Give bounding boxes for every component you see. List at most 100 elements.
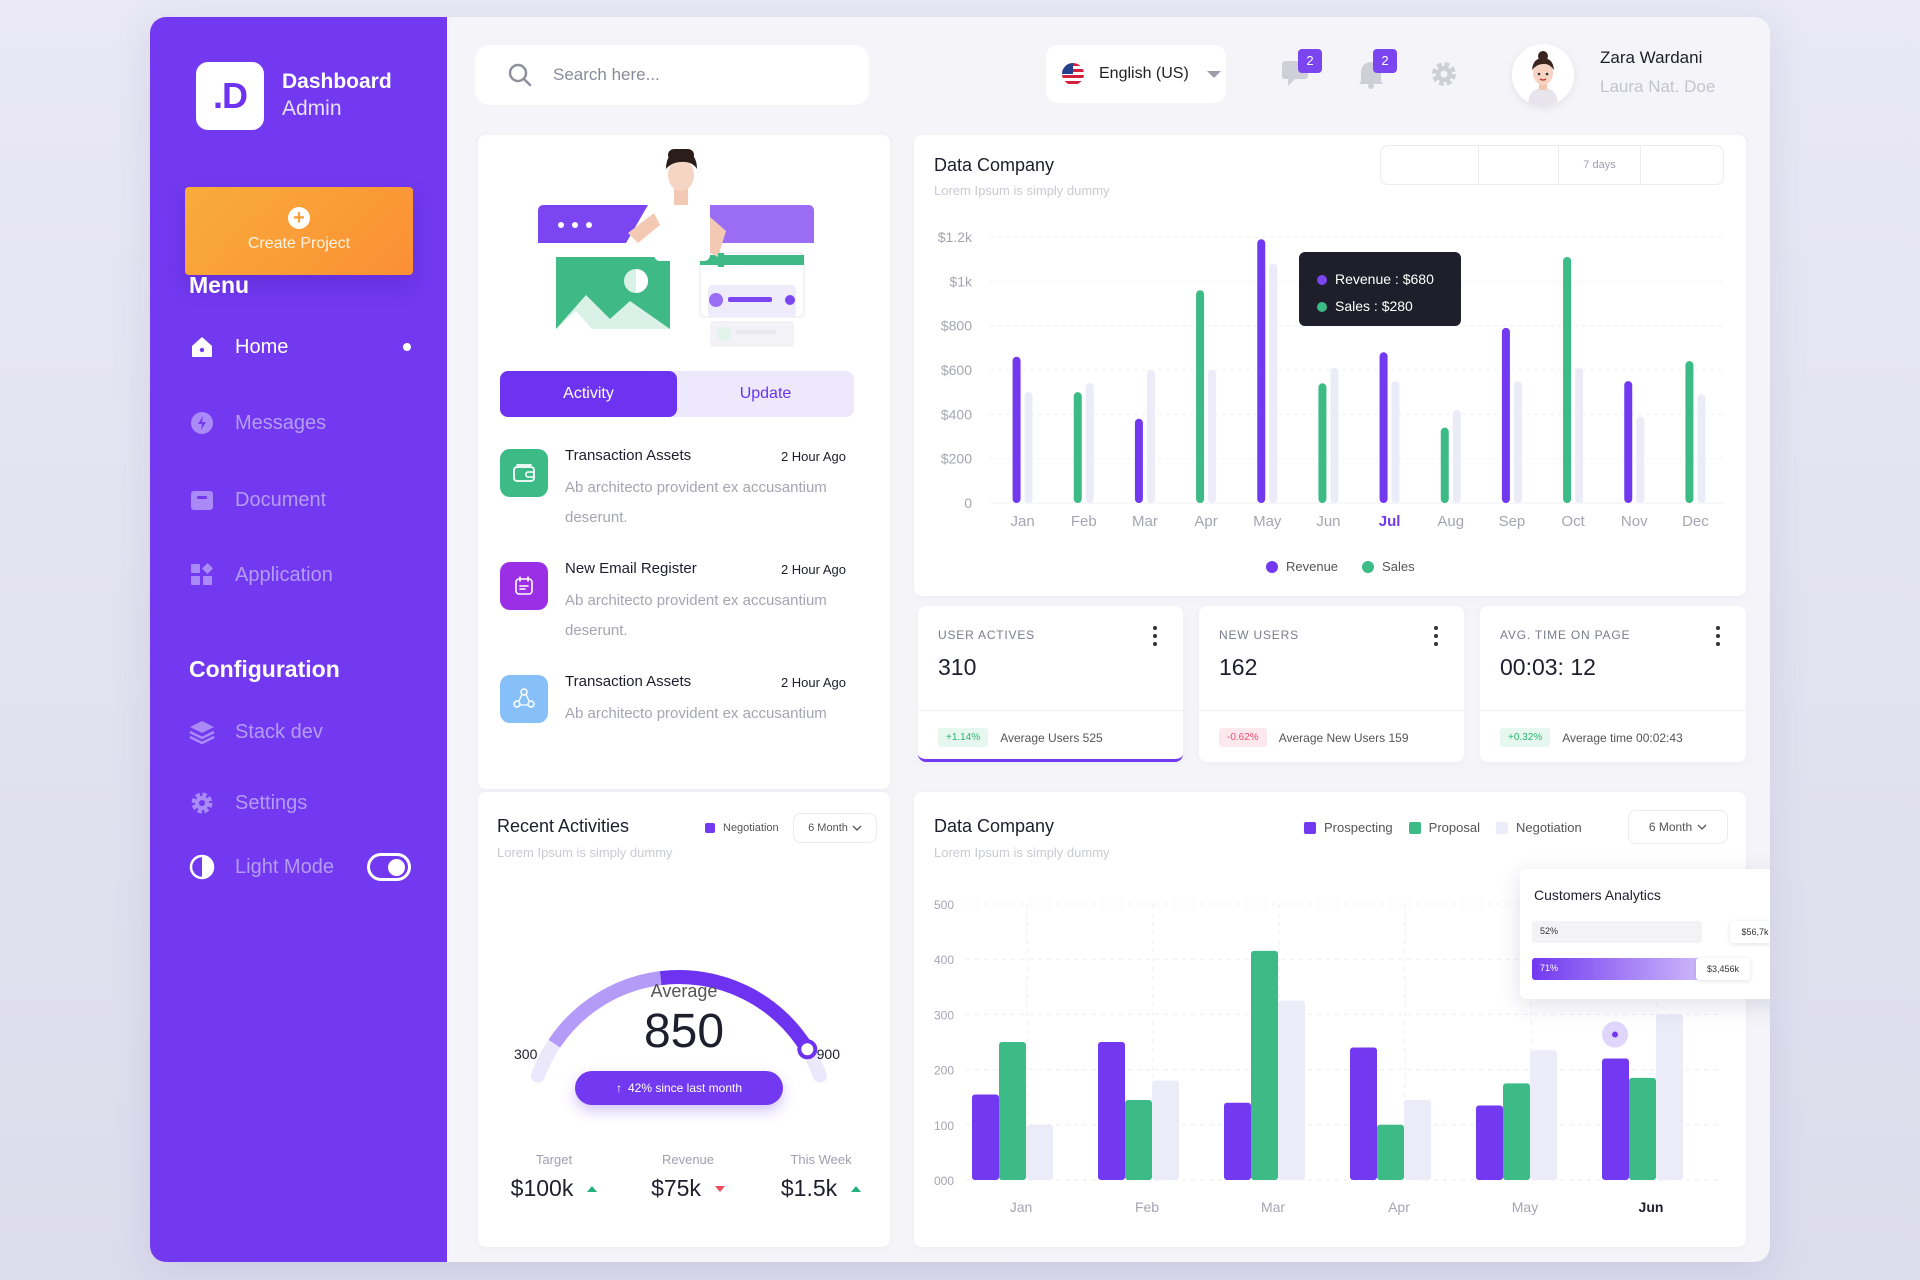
y-tick-label: $1.2k — [938, 229, 973, 245]
search-input[interactable]: Search here... — [553, 65, 660, 84]
progress-value: $3,456k — [1696, 958, 1750, 980]
y-tick-label: $800 — [941, 318, 972, 334]
bar-prospecting — [972, 1094, 999, 1180]
bar-background — [1575, 367, 1584, 503]
legend-label: Prospecting — [1324, 820, 1393, 835]
data-company-card-2: Data Company Lorem Ipsum is simply dummy… — [914, 792, 1746, 1247]
sidebar-item-light-mode: Light Mode — [189, 853, 411, 881]
trend-up-icon — [587, 1185, 598, 1192]
gauge-caption: Average — [650, 981, 718, 1001]
gauge-fill-light — [548, 971, 662, 1048]
list-item[interactable]: Transaction Assets 2 Hour Ago Ab archite… — [500, 673, 854, 755]
bar-negotiation — [1278, 1000, 1305, 1180]
language-select[interactable]: English (US) — [1046, 45, 1226, 103]
legend-negotiation: Negotiation — [705, 822, 779, 834]
chevron-down-icon — [1206, 70, 1221, 78]
trend-down-icon — [714, 1185, 725, 1192]
bar-proposal — [999, 1042, 1026, 1180]
range-option[interactable] — [1381, 146, 1479, 184]
sidebar-item-label: Messages — [235, 411, 327, 434]
sidebar-item-application[interactable]: Application — [189, 562, 411, 588]
more-options-icon[interactable] — [1434, 626, 1438, 650]
since-last-month-button[interactable]: ↑ 42% since last month — [575, 1071, 783, 1105]
home-icon — [189, 334, 215, 360]
x-tick-label: May — [1512, 1199, 1538, 1215]
kpi-label: Revenue — [661, 1152, 715, 1167]
kpi-value: $75k — [651, 1175, 701, 1201]
x-tick-label: Mar — [1261, 1199, 1285, 1215]
bar-prospecting — [1098, 1042, 1125, 1180]
messages-button[interactable]: 2 — [1280, 49, 1322, 89]
stat-footer: +0.32% Average time 00:02:43 — [1500, 728, 1683, 747]
bar-background — [1085, 383, 1094, 503]
gauge-value: 850 — [643, 1005, 725, 1058]
list-item[interactable]: Transaction Assets 2 Hour Ago Ab archite… — [500, 447, 854, 549]
tab-update[interactable]: Update — [739, 385, 792, 402]
sidebar-item-document[interactable]: Document — [189, 487, 411, 513]
sidebar-item-home[interactable]: Home — [189, 334, 411, 360]
dashboard-app: .D Dashboard Admin + Create Project Menu… — [150, 17, 1770, 1262]
kpi-revenue: Revenue $75k — [642, 1152, 734, 1202]
bar-proposal — [1503, 1083, 1530, 1180]
x-tick-label: Jan — [1010, 1199, 1033, 1215]
range-option[interactable] — [1479, 146, 1559, 184]
bar-background — [1391, 381, 1400, 503]
sidebar-item-label: Stack dev — [235, 720, 323, 743]
settings-button[interactable] — [1430, 60, 1462, 92]
card-title: Data Company — [934, 155, 1055, 175]
stat-title: USER ACTIVES — [938, 628, 1035, 642]
chevron-down-icon — [852, 825, 862, 831]
gauge-knob — [797, 1039, 818, 1060]
stat-change: -0.62% — [1219, 728, 1267, 747]
sidebar-item-messages[interactable]: Messages — [189, 410, 411, 436]
since-label: 42% since last month — [627, 1081, 743, 1095]
legend-label: Negotiation — [1515, 820, 1582, 835]
legend-swatch — [1266, 560, 1278, 573]
search-bar[interactable]: Search here... — [475, 45, 869, 105]
calendar-icon — [500, 562, 548, 610]
activity-title: New Email Register — [565, 560, 697, 577]
divider — [918, 710, 1183, 711]
bar-proposal — [1377, 1124, 1404, 1180]
data-company-card: Data Company Lorem Ipsum is simply dummy… — [914, 135, 1746, 596]
light-mode-toggle[interactable] — [367, 853, 411, 881]
bar-revenue — [1379, 352, 1388, 503]
user-role: Laura Nat. Doe — [1600, 77, 1716, 96]
card-subtitle: Lorem Ipsum is simply dummy — [934, 845, 1110, 860]
more-options-icon[interactable] — [1716, 626, 1720, 650]
period-select[interactable]: 6 Month — [793, 813, 877, 843]
sidebar-item-stack-dev[interactable]: Stack dev — [189, 719, 411, 745]
activity-desc: Ab architecto provident ex accusantium — [565, 705, 827, 722]
range-selector[interactable]: 7 days — [1380, 145, 1724, 185]
activity-card: Activity Update Transaction Assets 2 Hou… — [478, 135, 890, 789]
messages-badge: 2 — [1298, 49, 1322, 73]
more-options-icon[interactable] — [1153, 626, 1157, 650]
legend-swatch — [1304, 821, 1316, 834]
y-tick-label: 400 — [934, 953, 954, 967]
create-project-button[interactable]: + Create Project — [185, 187, 413, 275]
bar-revenue — [1257, 239, 1266, 503]
range-option-7-days[interactable]: 7 days — [1559, 146, 1641, 184]
kpi-label: Target — [535, 1152, 573, 1167]
list-item[interactable]: New Email Register 2 Hour Ago Ab archite… — [500, 560, 854, 662]
legend-swatch — [1317, 301, 1327, 312]
period-label: 6 Month — [808, 822, 848, 834]
bar-sales — [1196, 290, 1205, 503]
create-project-label: Create Project — [247, 235, 351, 252]
bar-revenue — [1012, 356, 1021, 503]
plus-icon: + — [288, 207, 310, 229]
bar-negotiation — [1026, 1124, 1053, 1180]
stat-footer: +1.14% Average Users 525 — [938, 728, 1103, 747]
tab-activity[interactable]: Activity — [500, 371, 677, 417]
activity-desc: Ab architecto provident ex accusantium d… — [565, 592, 827, 639]
bar-background — [1024, 392, 1033, 503]
notifications-button[interactable]: 2 — [1355, 49, 1397, 89]
bar-revenue — [1501, 327, 1510, 503]
avatar[interactable] — [1512, 44, 1574, 106]
period-select[interactable]: 6 Month — [1628, 810, 1728, 844]
progress-bar: 71% — [1532, 958, 1702, 980]
sidebar-item-settings[interactable]: Settings — [189, 790, 411, 816]
stat-value: 162 — [1219, 654, 1258, 680]
kpi-label: This Week — [790, 1152, 852, 1167]
y-tick-label: 200 — [934, 1064, 954, 1078]
